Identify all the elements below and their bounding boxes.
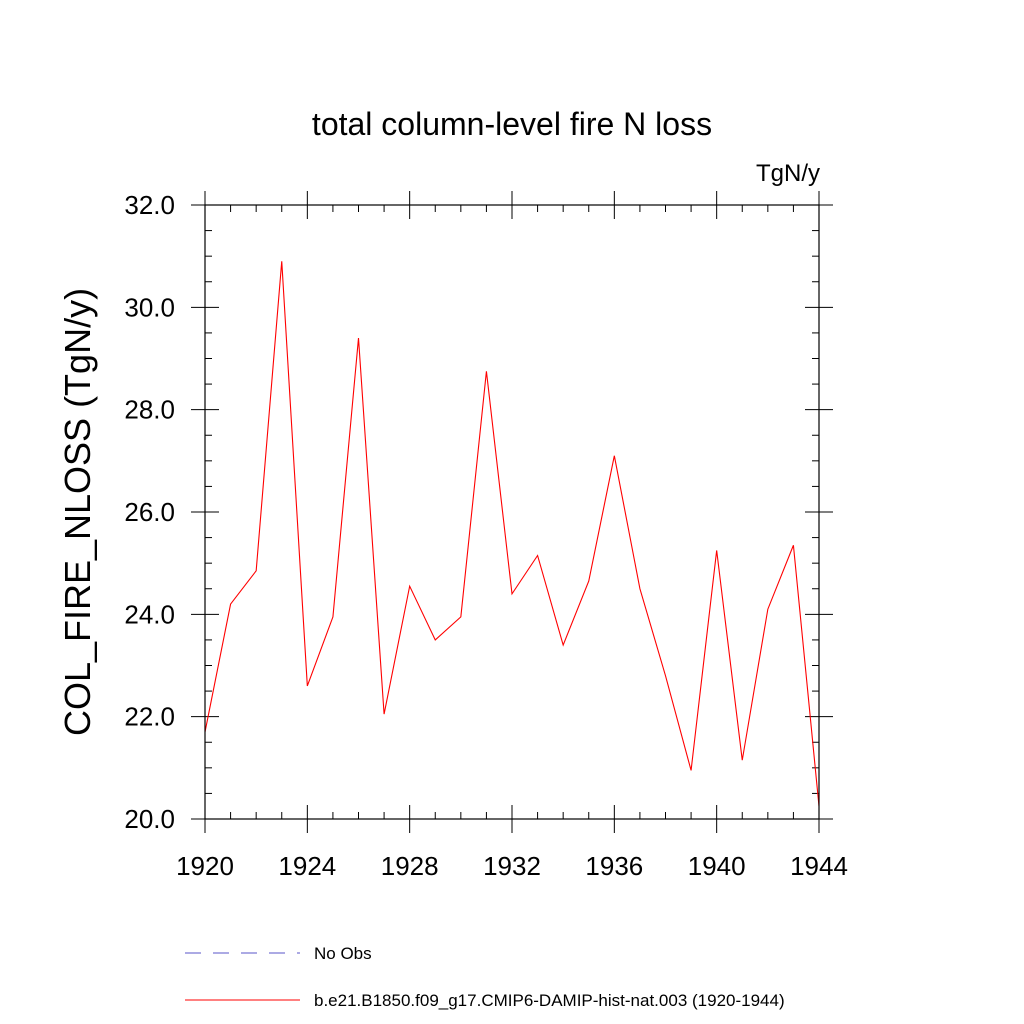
- axis-ticks: [191, 191, 833, 833]
- y-tick-labels: 20.0 22.0 24.0 26.0 28.0 30.0 32.0: [124, 190, 175, 834]
- legend-label-no-obs: No Obs: [314, 944, 372, 963]
- y-tick-label: 28.0: [124, 395, 175, 425]
- series-lines: [204, 261, 820, 807]
- y-tick-label: 30.0: [124, 292, 175, 322]
- chart-title: total column-level fire N loss: [312, 106, 712, 142]
- y-tick-label: 24.0: [124, 599, 175, 629]
- y-axis-label: COL_FIRE_NLOSS (TgN/y): [57, 288, 98, 736]
- y-tick-label: 26.0: [124, 497, 175, 527]
- legend: No Obs b.e21.B1850.f09_g17.CMIP6-DAMIP-h…: [185, 944, 785, 1010]
- x-tick-labels: 1920 1924 1928 1932 1936 1940 1944: [176, 851, 848, 881]
- x-tick-label: 1928: [381, 851, 439, 881]
- y-tick-label: 32.0: [124, 190, 175, 220]
- x-tick-label: 1944: [790, 851, 848, 881]
- units-label: TgN/y: [756, 160, 820, 187]
- plot-frame: [204, 204, 820, 820]
- x-tick-label: 1940: [688, 851, 746, 881]
- x-tick-label: 1936: [585, 851, 643, 881]
- y-tick-label: 20.0: [124, 804, 175, 834]
- legend-label-model: b.e21.B1850.f09_g17.CMIP6-DAMIP-hist-nat…: [314, 991, 785, 1010]
- x-tick-label: 1920: [176, 851, 234, 881]
- y-tick-label: 22.0: [124, 702, 175, 732]
- x-tick-label: 1924: [278, 851, 336, 881]
- series-line-1: [204, 261, 820, 807]
- x-tick-label: 1932: [483, 851, 541, 881]
